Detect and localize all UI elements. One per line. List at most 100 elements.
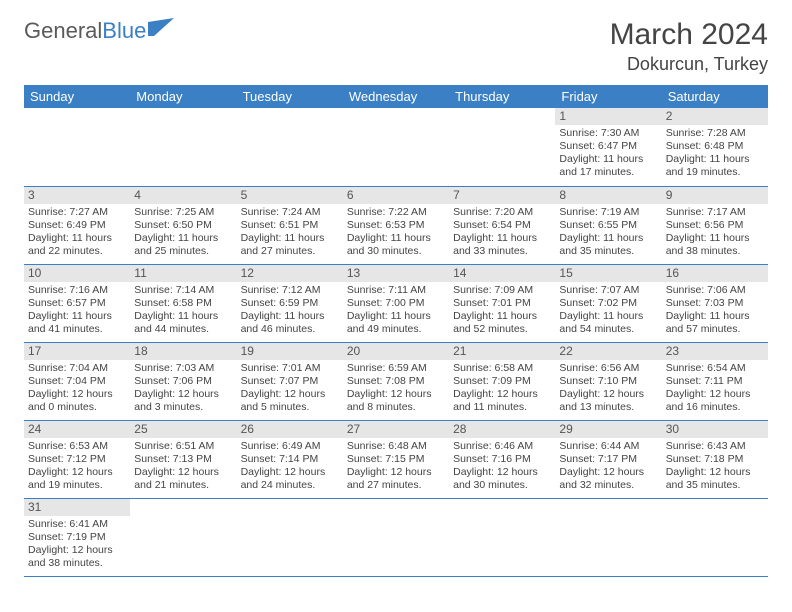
day-number: 25 (130, 421, 236, 438)
sunset-line: Sunset: 7:09 PM (453, 375, 551, 388)
calendar-cell: 8Sunrise: 7:19 AMSunset: 6:55 PMDaylight… (555, 186, 661, 264)
calendar-cell: 17Sunrise: 7:04 AMSunset: 7:04 PMDayligh… (24, 342, 130, 420)
sunrise-line: Sunrise: 6:54 AM (666, 362, 764, 375)
calendar-cell: 11Sunrise: 7:14 AMSunset: 6:58 PMDayligh… (130, 264, 236, 342)
calendar-cell: 31Sunrise: 6:41 AMSunset: 7:19 PMDayligh… (24, 498, 130, 576)
sunset-line: Sunset: 7:01 PM (453, 297, 551, 310)
calendar-cell: 27Sunrise: 6:48 AMSunset: 7:15 PMDayligh… (343, 420, 449, 498)
sunrise-line: Sunrise: 6:44 AM (559, 440, 657, 453)
daylight-line: Daylight: 12 hours and 27 minutes. (347, 466, 445, 492)
calendar-cell: 2Sunrise: 7:28 AMSunset: 6:48 PMDaylight… (662, 108, 768, 186)
daylight-line: Daylight: 12 hours and 32 minutes. (559, 466, 657, 492)
day-info: Sunrise: 6:54 AMSunset: 7:11 PMDaylight:… (662, 360, 768, 419)
sunrise-line: Sunrise: 7:01 AM (241, 362, 339, 375)
day-number: 13 (343, 265, 449, 282)
day-number: 2 (662, 108, 768, 125)
day-number: 18 (130, 343, 236, 360)
weekday-header: Friday (555, 85, 661, 108)
sunrise-line: Sunrise: 6:49 AM (241, 440, 339, 453)
day-number: 11 (130, 265, 236, 282)
sunset-line: Sunset: 7:16 PM (453, 453, 551, 466)
daylight-line: Daylight: 11 hours and 30 minutes. (347, 232, 445, 258)
day-info: Sunrise: 6:59 AMSunset: 7:08 PMDaylight:… (343, 360, 449, 419)
sunset-line: Sunset: 7:04 PM (28, 375, 126, 388)
calendar-cell: 3Sunrise: 7:27 AMSunset: 6:49 PMDaylight… (24, 186, 130, 264)
calendar-cell: 28Sunrise: 6:46 AMSunset: 7:16 PMDayligh… (449, 420, 555, 498)
sunrise-line: Sunrise: 7:24 AM (241, 206, 339, 219)
calendar-cell: 12Sunrise: 7:12 AMSunset: 6:59 PMDayligh… (237, 264, 343, 342)
calendar-cell: 13Sunrise: 7:11 AMSunset: 7:00 PMDayligh… (343, 264, 449, 342)
calendar-cell: 16Sunrise: 7:06 AMSunset: 7:03 PMDayligh… (662, 264, 768, 342)
daylight-line: Daylight: 12 hours and 38 minutes. (28, 544, 126, 570)
calendar-cell: 25Sunrise: 6:51 AMSunset: 7:13 PMDayligh… (130, 420, 236, 498)
day-number: 6 (343, 187, 449, 204)
calendar-week-row: 1Sunrise: 7:30 AMSunset: 6:47 PMDaylight… (24, 108, 768, 186)
day-info: Sunrise: 6:51 AMSunset: 7:13 PMDaylight:… (130, 438, 236, 497)
calendar-cell: 19Sunrise: 7:01 AMSunset: 7:07 PMDayligh… (237, 342, 343, 420)
day-number: 31 (24, 499, 130, 516)
weekday-header: Sunday (24, 85, 130, 108)
daylight-line: Daylight: 12 hours and 21 minutes. (134, 466, 232, 492)
calendar-cell (24, 108, 130, 186)
daylight-line: Daylight: 12 hours and 35 minutes. (666, 466, 764, 492)
day-number: 21 (449, 343, 555, 360)
sunset-line: Sunset: 6:47 PM (559, 140, 657, 153)
calendar-cell: 9Sunrise: 7:17 AMSunset: 6:56 PMDaylight… (662, 186, 768, 264)
day-info: Sunrise: 6:53 AMSunset: 7:12 PMDaylight:… (24, 438, 130, 497)
sunset-line: Sunset: 7:08 PM (347, 375, 445, 388)
sunset-line: Sunset: 7:02 PM (559, 297, 657, 310)
sunrise-line: Sunrise: 6:56 AM (559, 362, 657, 375)
calendar-cell: 24Sunrise: 6:53 AMSunset: 7:12 PMDayligh… (24, 420, 130, 498)
sunrise-line: Sunrise: 7:19 AM (559, 206, 657, 219)
weekday-header: Thursday (449, 85, 555, 108)
day-info: Sunrise: 7:16 AMSunset: 6:57 PMDaylight:… (24, 282, 130, 341)
sunset-line: Sunset: 6:56 PM (666, 219, 764, 232)
daylight-line: Daylight: 12 hours and 0 minutes. (28, 388, 126, 414)
daylight-line: Daylight: 12 hours and 13 minutes. (559, 388, 657, 414)
day-number: 14 (449, 265, 555, 282)
logo-text-blue: Blue (102, 18, 146, 44)
calendar-body: 1Sunrise: 7:30 AMSunset: 6:47 PMDaylight… (24, 108, 768, 576)
day-info: Sunrise: 6:56 AMSunset: 7:10 PMDaylight:… (555, 360, 661, 419)
daylight-line: Daylight: 11 hours and 49 minutes. (347, 310, 445, 336)
sunrise-line: Sunrise: 7:04 AM (28, 362, 126, 375)
sunset-line: Sunset: 6:55 PM (559, 219, 657, 232)
day-info: Sunrise: 7:28 AMSunset: 6:48 PMDaylight:… (662, 125, 768, 184)
day-info: Sunrise: 6:44 AMSunset: 7:17 PMDaylight:… (555, 438, 661, 497)
daylight-line: Daylight: 12 hours and 5 minutes. (241, 388, 339, 414)
calendar-cell: 1Sunrise: 7:30 AMSunset: 6:47 PMDaylight… (555, 108, 661, 186)
daylight-line: Daylight: 11 hours and 41 minutes. (28, 310, 126, 336)
day-info: Sunrise: 7:19 AMSunset: 6:55 PMDaylight:… (555, 204, 661, 263)
day-info: Sunrise: 7:11 AMSunset: 7:00 PMDaylight:… (343, 282, 449, 341)
sunrise-line: Sunrise: 6:58 AM (453, 362, 551, 375)
daylight-line: Daylight: 11 hours and 17 minutes. (559, 153, 657, 179)
weekday-header: Tuesday (237, 85, 343, 108)
daylight-line: Daylight: 11 hours and 35 minutes. (559, 232, 657, 258)
header: GeneralBlue March 2024 Dokurcun, Turkey (24, 18, 768, 75)
day-number: 30 (662, 421, 768, 438)
daylight-line: Daylight: 11 hours and 54 minutes. (559, 310, 657, 336)
logo-text-general: General (24, 18, 102, 44)
daylight-line: Daylight: 12 hours and 30 minutes. (453, 466, 551, 492)
weekday-header: Monday (130, 85, 236, 108)
day-number: 16 (662, 265, 768, 282)
sunrise-line: Sunrise: 7:07 AM (559, 284, 657, 297)
logo-flag-icon (148, 18, 174, 36)
calendar-cell (449, 108, 555, 186)
daylight-line: Daylight: 11 hours and 25 minutes. (134, 232, 232, 258)
sunset-line: Sunset: 7:17 PM (559, 453, 657, 466)
calendar-cell (237, 498, 343, 576)
day-info: Sunrise: 6:41 AMSunset: 7:19 PMDaylight:… (24, 516, 130, 575)
sunrise-line: Sunrise: 6:41 AM (28, 518, 126, 531)
day-info: Sunrise: 6:43 AMSunset: 7:18 PMDaylight:… (662, 438, 768, 497)
sunset-line: Sunset: 7:07 PM (241, 375, 339, 388)
sunset-line: Sunset: 7:12 PM (28, 453, 126, 466)
calendar-cell: 14Sunrise: 7:09 AMSunset: 7:01 PMDayligh… (449, 264, 555, 342)
daylight-line: Daylight: 11 hours and 19 minutes. (666, 153, 764, 179)
calendar-table: SundayMondayTuesdayWednesdayThursdayFrid… (24, 85, 768, 577)
calendar-week-row: 10Sunrise: 7:16 AMSunset: 6:57 PMDayligh… (24, 264, 768, 342)
daylight-line: Daylight: 11 hours and 44 minutes. (134, 310, 232, 336)
sunrise-line: Sunrise: 7:12 AM (241, 284, 339, 297)
sunrise-line: Sunrise: 7:25 AM (134, 206, 232, 219)
calendar-cell (555, 498, 661, 576)
